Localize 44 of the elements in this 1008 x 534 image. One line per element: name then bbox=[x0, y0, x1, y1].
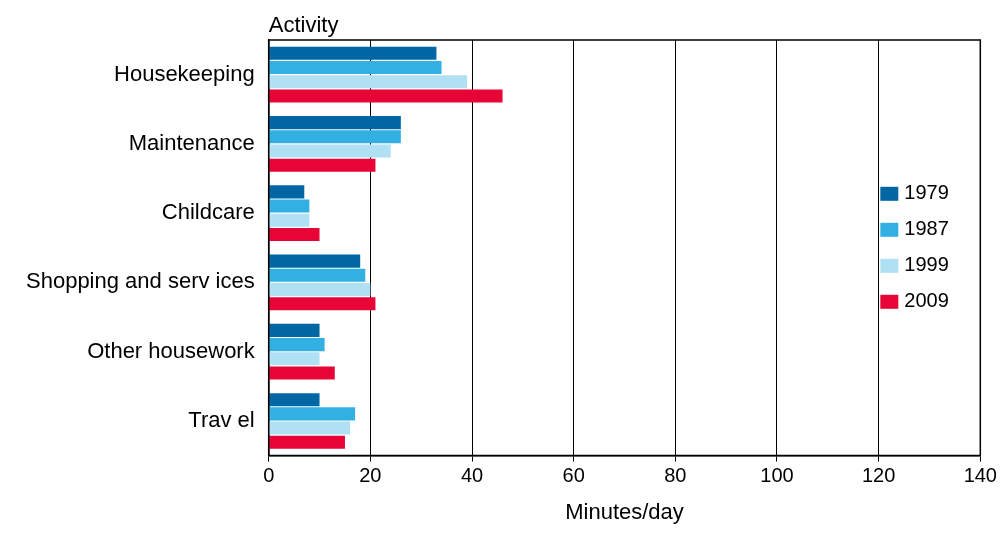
bar bbox=[269, 89, 503, 103]
bar bbox=[269, 352, 320, 366]
bar bbox=[269, 61, 442, 75]
x-tick-label: 140 bbox=[963, 464, 997, 487]
bar bbox=[269, 366, 335, 380]
legend-label: 1999 bbox=[904, 253, 949, 276]
x-tick-label: 40 bbox=[460, 464, 484, 487]
x-tick-label: 100 bbox=[760, 464, 794, 487]
bar bbox=[269, 323, 320, 337]
y-tick-label: Maintenance bbox=[128, 129, 255, 155]
chart-title: Activity bbox=[268, 12, 339, 38]
legend-label: 1987 bbox=[904, 217, 949, 240]
x-tick-label: 60 bbox=[562, 464, 585, 487]
y-tick-label: Childcare bbox=[161, 199, 255, 225]
x-axis-title: Minutes/day bbox=[565, 498, 684, 524]
legend-label: 2009 bbox=[904, 289, 949, 312]
bar bbox=[269, 144, 391, 158]
bar bbox=[269, 158, 376, 172]
bar bbox=[269, 199, 310, 213]
bar bbox=[269, 130, 401, 144]
bar bbox=[269, 46, 437, 60]
bar bbox=[269, 254, 361, 268]
bar bbox=[269, 268, 366, 282]
x-tick-label: 0 bbox=[263, 464, 275, 487]
bar bbox=[269, 213, 310, 227]
bar bbox=[269, 435, 345, 449]
bar bbox=[269, 75, 467, 89]
bar bbox=[269, 407, 356, 421]
bar bbox=[269, 297, 376, 311]
y-tick-label: Other housework bbox=[87, 337, 256, 363]
bar bbox=[269, 421, 351, 435]
y-tick-label: Housekeeping bbox=[114, 60, 255, 86]
bar bbox=[269, 227, 320, 241]
bar bbox=[269, 338, 325, 352]
bar bbox=[269, 185, 305, 199]
bar bbox=[269, 283, 371, 297]
x-tick-label: 80 bbox=[664, 464, 687, 487]
x-tick-label: 120 bbox=[861, 464, 896, 487]
y-tick-label: Shopping and serv ices bbox=[26, 268, 255, 294]
x-tick-label: 20 bbox=[359, 464, 382, 487]
legend-label: 1979 bbox=[904, 181, 949, 204]
bar bbox=[269, 393, 320, 407]
y-tick-label: Trav el bbox=[188, 407, 255, 433]
bar bbox=[269, 116, 401, 130]
